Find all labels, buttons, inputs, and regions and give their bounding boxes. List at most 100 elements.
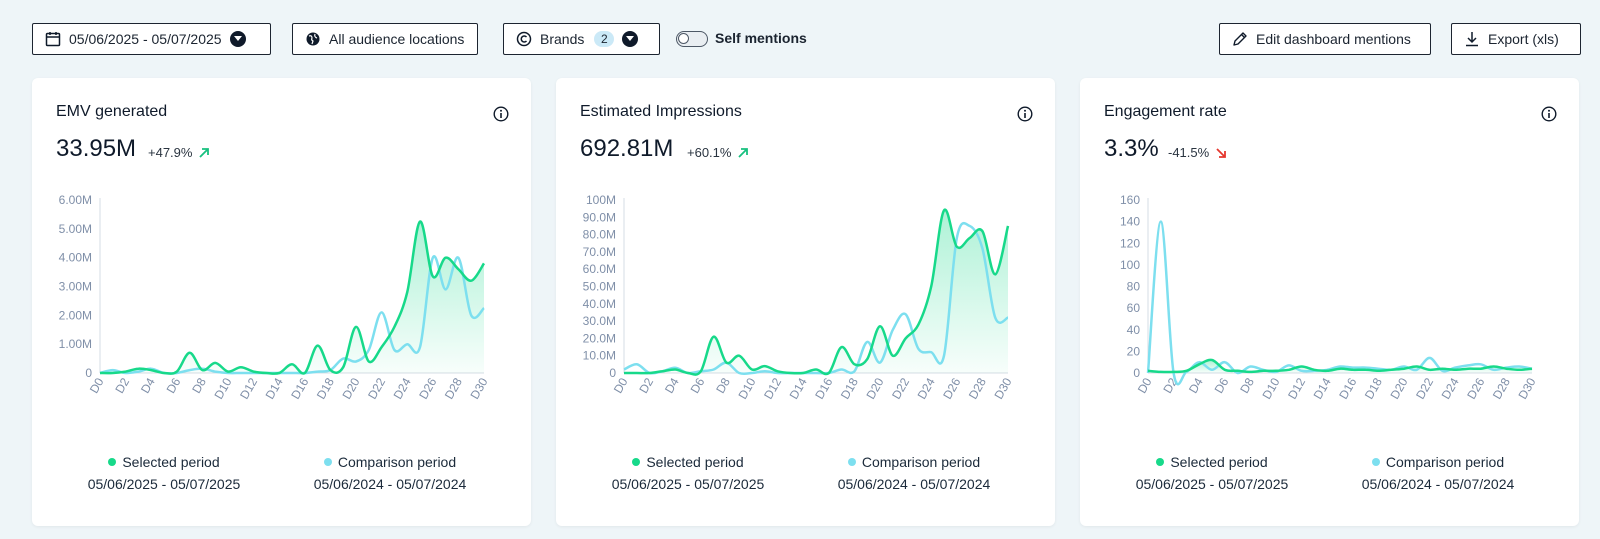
y-tick-label: 0 <box>609 366 616 380</box>
x-tick-label: D10 <box>211 375 234 401</box>
y-tick-label: 100 <box>1120 258 1140 272</box>
x-tick-label: D10 <box>735 375 758 401</box>
legend-comparison-label: Comparison period <box>1385 454 1505 470</box>
metric-value: 3.3% <box>1104 135 1159 162</box>
x-tick-label: D30 <box>467 375 490 401</box>
x-tick-label: D26 <box>1464 375 1487 401</box>
x-tick-label: D0 <box>1135 375 1155 396</box>
info-icon[interactable] <box>1017 106 1033 122</box>
metric-value: 33.95M <box>56 135 137 162</box>
y-tick-label: 3.00M <box>59 280 92 294</box>
pencil-icon <box>1233 32 1247 46</box>
impressions-chart: 0 10.0M 20.0M 30.0M 40.0M 50.0M 60.0M 70.0M 80.0… <box>583 193 1015 402</box>
legend-selected-dates: 05/06/2025 - 05/07/2025 <box>611 476 765 492</box>
x-tick-label: D12 <box>237 375 260 401</box>
comparison-dot <box>847 458 856 466</box>
x-tick-label: D24 <box>1439 375 1462 401</box>
x-tick-label: D4 <box>138 375 158 396</box>
x-tick-label: D24 <box>915 375 938 401</box>
engagement-chart: 0 20 40 60 80 100 120 140 160 D0 D2 D4 D6 D8 D10 D12 D14… <box>1120 193 1539 402</box>
y-tick-label: 0 <box>1133 366 1140 380</box>
x-tick-label: D12 <box>1285 375 1308 401</box>
arrow-up-right-icon <box>738 147 749 158</box>
x-tick-label: D22 <box>365 375 388 401</box>
toggle-knob <box>678 33 689 44</box>
x-tick-label: D18 <box>1362 375 1385 401</box>
x-tick-label: D30 <box>991 375 1014 401</box>
card-title: EMV generated <box>56 103 168 120</box>
y-tick-label: 160 <box>1120 193 1140 207</box>
x-tick-label: D8 <box>713 375 733 396</box>
legend-comparison-dates: 05/06/2024 - 05/07/2024 <box>837 476 991 492</box>
info-icon[interactable] <box>493 106 509 122</box>
edit-dashboard-mentions-button[interactable]: Edit dashboard mentions <box>1219 23 1431 55</box>
x-tick-label: D4 <box>1186 375 1206 396</box>
legend-comparison-label: Comparison period <box>861 454 981 470</box>
selected-area <box>100 221 484 374</box>
chevron-down-icon <box>622 31 639 47</box>
y-tick-label: 70.0M <box>583 245 616 259</box>
y-tick-label: 1.00M <box>59 337 92 351</box>
x-tick-label: D22 <box>889 375 912 401</box>
y-tick-label: 100M <box>586 193 616 207</box>
audience-locations-button[interactable]: All audience locations <box>292 23 478 55</box>
y-tick-label: 2.00M <box>59 308 92 322</box>
x-tick-label: D8 <box>1237 375 1257 396</box>
selected-series-line <box>99 220 486 375</box>
x-tick-label: D8 <box>189 375 209 396</box>
x-tick-label: D16 <box>288 375 311 401</box>
x-tick-label: D6 <box>688 375 708 396</box>
legend-comparison: Comparison period 05/06/2024 - 05/07/202… <box>300 454 480 492</box>
delta-text: -41.5% <box>1168 145 1210 160</box>
delta-text: +47.9% <box>148 145 193 160</box>
toolbar: 05/06/2025 - 05/07/2025 All audience loc… <box>0 23 1600 55</box>
brands-dropdown[interactable]: Brands 2 <box>503 23 660 55</box>
self-mentions-label: Self mentions <box>715 30 807 46</box>
x-tick-label: D20 <box>863 375 886 401</box>
x-tick-label: D18 <box>314 375 337 401</box>
legend-comparison: Comparison period 05/06/2024 - 05/07/202… <box>1348 454 1528 492</box>
x-tick-label: D28 <box>442 375 465 401</box>
x-tick-label: D30 <box>1515 375 1538 401</box>
y-tick-label: 10.0M <box>583 349 616 363</box>
download-icon <box>1466 32 1478 47</box>
x-tick-label: D4 <box>662 375 682 396</box>
x-tick-label: D0 <box>87 375 107 396</box>
x-tick-label: D0 <box>611 375 631 396</box>
legend-comparison-dates: 05/06/2024 - 05/07/2024 <box>313 476 467 492</box>
comparison-series-line <box>1146 220 1533 386</box>
card-title: Estimated Impressions <box>580 103 742 120</box>
x-tick-label: D2 <box>112 375 132 396</box>
y-tick-label: 90.0M <box>583 210 616 224</box>
x-tick-label: D16 <box>812 375 835 401</box>
legend-selected-dates: 05/06/2025 - 05/07/2025 <box>87 476 241 492</box>
x-tick-label: D12 <box>761 375 784 401</box>
comparison-dot <box>323 458 332 466</box>
y-tick-label: 6.00M <box>59 193 92 207</box>
y-tick-label: 40.0M <box>583 297 616 311</box>
selected-dot <box>632 458 641 466</box>
export-button[interactable]: Export (xls) <box>1451 23 1581 55</box>
y-tick-label: 80 <box>1127 280 1141 294</box>
y-tick-label: 80.0M <box>583 228 616 242</box>
locations-label: All audience locations <box>329 31 465 47</box>
chevron-down-icon <box>229 31 246 47</box>
emv-card: EMV generated 33.95M +47.9% 0 1.00M 2.00M 3… <box>32 78 531 526</box>
selected-dot <box>1156 458 1165 466</box>
info-icon[interactable] <box>1541 106 1557 122</box>
date-range-picker[interactable]: 05/06/2025 - 05/07/2025 <box>32 23 271 55</box>
legend-comparison-label: Comparison period <box>337 454 457 470</box>
legend-selected-label: Selected period <box>1170 454 1268 470</box>
x-tick-label: D22 <box>1413 375 1436 401</box>
self-mentions-toggle[interactable] <box>676 31 708 47</box>
x-tick-label: D16 <box>1336 375 1359 401</box>
legend-selected-label: Selected period <box>646 454 744 470</box>
export-label: Export (xls) <box>1488 31 1559 47</box>
x-tick-label: D20 <box>1387 375 1410 401</box>
card-title: Engagement rate <box>1104 103 1227 120</box>
y-tick-label: 20.0M <box>583 331 616 345</box>
metric-delta: -41.5% <box>1168 145 1227 160</box>
y-tick-label: 120 <box>1120 236 1140 250</box>
legend-comparison: Comparison period 05/06/2024 - 05/07/202… <box>824 454 1004 492</box>
